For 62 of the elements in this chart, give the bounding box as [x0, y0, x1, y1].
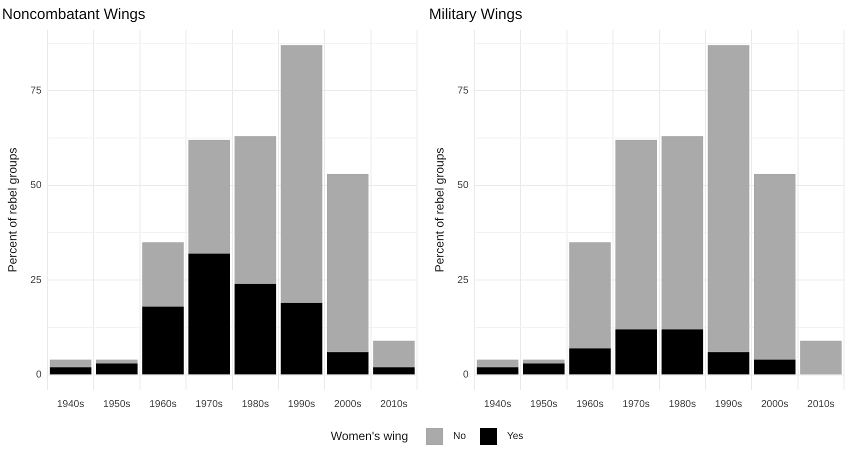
chart-title: Military Wings	[429, 6, 522, 24]
bar	[280, 45, 322, 303]
legend-label: Yes	[506, 430, 524, 442]
bar	[476, 360, 518, 368]
x-tick-label: 1950s	[530, 398, 558, 410]
bar	[373, 367, 415, 374]
y-tick-label: 0	[36, 370, 42, 381]
bar	[615, 329, 657, 374]
x-tick-label: 1950s	[103, 398, 130, 410]
y-axis-title: Percent of rebel groups	[432, 148, 447, 272]
y-tick-label: 25	[30, 274, 42, 286]
x-tick-label: 2000s	[761, 398, 788, 410]
x-tick-label: 1970s	[196, 398, 223, 410]
bar	[754, 360, 796, 374]
bar	[188, 254, 230, 374]
bar	[662, 136, 704, 330]
y-tick-label: 75	[457, 85, 469, 96]
bar	[708, 352, 750, 374]
legend-title: Women's wing	[330, 429, 408, 443]
bar	[96, 360, 138, 364]
x-tick-label: 1940s	[484, 398, 512, 410]
y-tick-label: 25	[457, 274, 469, 286]
y-tick-label: 75	[30, 85, 42, 96]
x-tick-label: 1980s	[668, 398, 696, 410]
y-tick-label: 50	[30, 180, 42, 192]
bar	[476, 367, 518, 374]
x-tick-label: 1940s	[56, 398, 84, 410]
bar	[188, 140, 230, 254]
bar	[708, 45, 750, 352]
x-tick-label: 1960s	[149, 398, 177, 410]
x-tick-label: 2010s	[807, 398, 835, 410]
bar	[96, 363, 138, 374]
chart-title: Noncombatant Wings	[2, 6, 146, 24]
y-tick-label: 50	[457, 180, 469, 192]
x-tick-label: 1960s	[576, 398, 604, 410]
x-tick-label: 1990s	[714, 398, 742, 410]
bar	[142, 242, 184, 307]
y-tick-label: 0	[462, 370, 469, 381]
bar	[326, 174, 369, 352]
legend-label: No	[453, 430, 466, 442]
x-tick-label: 2000s	[334, 398, 362, 410]
bar	[373, 340, 415, 368]
bar	[234, 284, 276, 374]
bar	[800, 340, 842, 374]
x-tick-label: 1990s	[288, 398, 316, 410]
bar	[754, 174, 796, 360]
bar	[523, 360, 565, 364]
y-axis-title: Percent of rebel groups	[6, 148, 20, 272]
bar	[280, 302, 322, 374]
bar	[569, 242, 611, 348]
bar	[326, 352, 369, 374]
bar	[142, 306, 184, 374]
x-tick-label: 2010s	[380, 398, 408, 410]
x-tick-label: 1970s	[622, 398, 650, 410]
bar	[523, 363, 565, 374]
bar	[662, 329, 704, 374]
bar	[569, 348, 611, 374]
bar	[615, 140, 657, 330]
bar	[234, 136, 276, 284]
x-tick-label: 1980s	[242, 398, 269, 410]
bar	[50, 367, 92, 374]
bar	[50, 360, 92, 368]
